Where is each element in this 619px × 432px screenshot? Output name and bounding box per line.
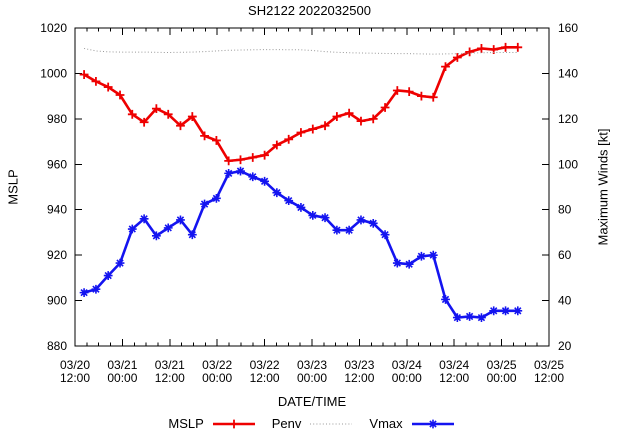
x-tick-label-date: 03/22	[202, 358, 232, 372]
y-tick-label-left: 900	[47, 294, 67, 308]
legend-label-vmax: Vmax	[369, 416, 403, 431]
x-tick-label-time: 12:00	[60, 371, 90, 385]
plot-border	[74, 27, 550, 347]
x-tick-label-date: 03/21	[107, 358, 137, 372]
x-tick-label-time: 12:00	[534, 371, 564, 385]
y-tick-label-left: 1000	[40, 66, 67, 80]
y-tick-label-left: 920	[47, 248, 67, 262]
x-tick-label-time: 00:00	[202, 371, 232, 385]
series-markers-mslp	[79, 42, 523, 166]
x-tick-label-date: 03/22	[250, 358, 280, 372]
y-axis-label-left: MSLP	[5, 169, 21, 205]
x-tick-label-time: 00:00	[487, 371, 517, 385]
x-tick-label-date: 03/21	[155, 358, 185, 372]
legend-line-sample-vmax	[411, 419, 454, 428]
y-tick-label-left: 960	[47, 157, 67, 171]
legend: MSLP Penv Vmax	[75, 416, 549, 431]
y-axis-label-right: Maximum Winds [kt]	[595, 128, 611, 246]
x-tick-label-date: 03/25	[487, 358, 517, 372]
y-tick-label-right: 160	[558, 21, 578, 35]
legend-item-vmax: Vmax	[369, 416, 455, 431]
x-tick-label-time: 00:00	[107, 371, 137, 385]
legend-line-sample-penv	[310, 423, 353, 424]
x-tick-label-time: 00:00	[297, 371, 327, 385]
x-tick-label-time: 12:00	[250, 371, 280, 385]
y-tick-label-right: 40	[558, 294, 572, 308]
x-tick-label-time: 12:00	[344, 371, 374, 385]
x-axis-label: DATE/TIME	[277, 394, 347, 409]
chart-title: SH2122 2022032500	[248, 3, 371, 18]
series-line-vmax	[83, 169, 518, 319]
legend-label-penv: Penv	[271, 416, 302, 431]
y-tick-label-right: 80	[558, 203, 572, 217]
x-tick-label-date: 03/23	[344, 358, 374, 372]
legend-label-mslp: MSLP	[168, 416, 204, 431]
legend-item-penv: Penv	[272, 416, 355, 431]
series-markers-vmax	[79, 166, 523, 323]
y-tick-label-right: 120	[558, 112, 578, 126]
y-tick-label-left: 980	[47, 112, 67, 126]
x-tick-label-time: 12:00	[439, 371, 469, 385]
legend-line-sample-mslp	[212, 419, 255, 428]
y-tick-label-right: 60	[558, 248, 572, 262]
x-tick-label-time: 00:00	[392, 371, 422, 385]
series-line-penv	[83, 47, 518, 55]
series-line-mslp	[83, 46, 518, 163]
y-tick-label-right: 20	[558, 339, 572, 353]
x-tick-label-time: 12:00	[155, 371, 185, 385]
x-tick-label-date: 03/20	[60, 358, 90, 372]
x-tick-label-date: 03/24	[439, 358, 469, 372]
y-tick-label-right: 100	[558, 157, 578, 171]
x-tick-label-date: 03/24	[392, 358, 422, 372]
x-tick-label-date: 03/23	[297, 358, 327, 372]
y-tick-label-left: 880	[47, 339, 67, 353]
legend-item-mslp: MSLP	[168, 416, 256, 431]
y-tick-label-right: 140	[558, 66, 578, 80]
y-tick-label-left: 1020	[40, 21, 67, 35]
x-tick-label-date: 03/25	[534, 358, 564, 372]
y-tick-label-left: 940	[47, 203, 67, 217]
